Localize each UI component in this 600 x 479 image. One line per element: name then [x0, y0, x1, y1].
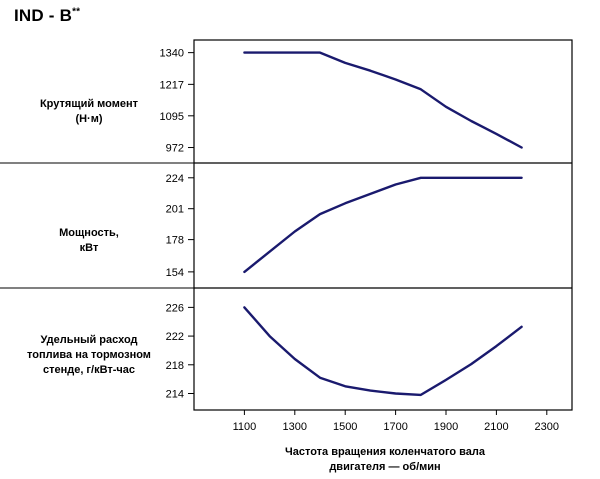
- power-ytick-label: 154: [166, 267, 184, 279]
- chart-title-superscript: **: [72, 6, 81, 18]
- fuel-label-line-1: Удельный расход: [40, 334, 138, 346]
- x-tick-label: 1700: [383, 421, 407, 433]
- x-tick-label: 1300: [283, 421, 307, 433]
- chart-title: IND - B**: [14, 6, 80, 26]
- x-axis-title-line-2: двигателя — об/мин: [329, 461, 441, 473]
- power-ytick-label: 178: [166, 235, 184, 247]
- fuel-ytick-label: 222: [166, 331, 184, 343]
- fuel-label-line-3: стенде, г/кВт-час: [42, 364, 136, 376]
- power-label-line-2: кВт: [79, 242, 99, 254]
- x-tick-label: 1500: [333, 421, 357, 433]
- torque-label-line-2: (Н·м): [75, 113, 103, 125]
- torque-ytick-label: 1340: [160, 48, 184, 60]
- power-ytick-label: 201: [166, 204, 184, 216]
- power-label-line-1: Мощность,: [59, 227, 119, 239]
- chart-title-main: IND - B: [14, 6, 73, 25]
- x-axis-title: Частота вращения коленчатого вала двигат…: [200, 445, 570, 475]
- torque-label-line-1: Крутящий момент: [39, 98, 139, 110]
- fuel-ytick-label: 226: [166, 302, 184, 314]
- x-tick-label: 1100: [233, 421, 257, 433]
- power-ytick-label: 224: [166, 173, 184, 185]
- power-series-line: [243, 176, 523, 274]
- x-axis-title-line-1: Частота вращения коленчатого вала: [284, 446, 486, 458]
- torque-label: Крутящий момент (Н·м): [18, 97, 160, 127]
- fuel-consumption-label: Удельный расход топлива на тормозном сте…: [18, 333, 160, 378]
- torque-ytick-label: 1217: [160, 79, 184, 91]
- fuel-ytick-label: 214: [166, 388, 184, 400]
- fuel-series-line: [243, 306, 523, 397]
- plot-frame: [193, 39, 573, 411]
- fuel-label-line-2: топлива на тормозном: [27, 349, 151, 361]
- x-tick-label: 2300: [535, 421, 559, 433]
- torque-ytick-label: 972: [166, 143, 184, 155]
- x-tick-label: 2100: [484, 421, 508, 433]
- power-label: Мощность, кВт: [18, 226, 160, 256]
- torque-ytick-label: 1095: [160, 111, 184, 123]
- torque-series-line: [243, 51, 523, 149]
- x-tick-label: 1900: [434, 421, 458, 433]
- fuel-ytick-label: 218: [166, 360, 184, 372]
